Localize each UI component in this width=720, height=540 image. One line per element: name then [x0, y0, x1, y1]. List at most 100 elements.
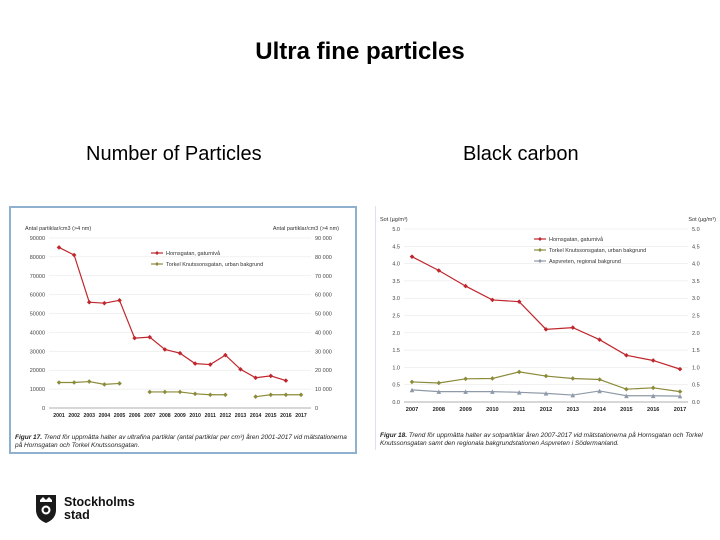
logo-line-2: stad	[64, 508, 90, 522]
black-carbon-y-tick-left: 5.0	[392, 227, 400, 233]
particles-series-0-point	[117, 298, 122, 303]
particles-series-0-point	[192, 361, 198, 366]
black-carbon-y-tick-left: 3.0	[392, 296, 400, 302]
particles-chart-panel: Antal partiklar/cm3 (>4 nm) Antal partikl…	[9, 206, 357, 454]
particles-x-tick: 2012	[220, 413, 232, 419]
black-carbon-series-1-point	[650, 385, 656, 391]
black-carbon-chart-panel: Sot (µg/m³) Sot (µg/m³) 0.0 0.0 0.5 0.5 1.0 1.0…	[375, 206, 720, 450]
particles-y-tick-right: 60 000	[315, 293, 332, 299]
particles-series-0-point	[253, 375, 258, 381]
particles-series-1-point	[192, 391, 198, 397]
black-carbon-series-1-point	[570, 376, 576, 381]
black-carbon-legend-marker-0	[538, 237, 542, 241]
black-carbon-x-tick: 2010	[486, 407, 498, 413]
black-carbon-series-2-point	[490, 389, 495, 394]
black-carbon-series-0-line	[411, 256, 681, 370]
particles-y-tick-right: 20 000	[315, 368, 332, 374]
particles-series-0-point	[223, 352, 228, 358]
particles-series-1-point	[102, 382, 107, 387]
black-carbon-series-2-point	[597, 388, 602, 394]
city-crest-icon	[36, 495, 56, 523]
particles-y-tick-left: 30000	[30, 349, 45, 355]
particles-series-1-point	[147, 389, 153, 395]
particles-series-1-point	[298, 392, 304, 398]
particles-series-0-point	[177, 350, 183, 356]
particles-series-1-point	[56, 380, 62, 385]
black-carbon-legend-label-0: Hornsgatan, gaturnivå	[549, 236, 604, 243]
black-carbon-legend-marker-2	[538, 259, 542, 263]
particles-caption-text: Trend för uppmätta halter av ultrafina p…	[15, 434, 347, 449]
particles-series-0-point	[207, 362, 213, 367]
particles-series-0-point	[71, 252, 77, 258]
black-carbon-series-0-point	[650, 358, 656, 363]
particles-legend-marker-0	[155, 251, 159, 255]
black-carbon-y-tick-right: 1.0	[692, 365, 700, 371]
particles-series-0-point	[268, 373, 274, 379]
black-carbon-legend-label-2: Aspvreten, regional bakgrund	[549, 259, 621, 265]
particles-series-1-point	[268, 392, 274, 398]
black-carbon-x-tick: 2011	[513, 407, 525, 413]
particles-series-1-point	[162, 389, 168, 395]
black-carbon-series-1-point	[409, 379, 415, 385]
particles-x-tick: 2008	[159, 413, 171, 419]
black-carbon-y-tick-left: 1.5	[392, 348, 400, 354]
black-carbon-series-2-point	[409, 387, 415, 393]
particles-x-tick: 2014	[250, 413, 262, 419]
black-carbon-caption-label: Figur 18.	[380, 432, 408, 439]
particles-series-0-point	[238, 366, 243, 372]
particles-series-1-point	[71, 380, 77, 385]
particles-y-tick-right: 50 000	[315, 312, 332, 318]
particles-y-tick-left: 60000	[30, 293, 45, 299]
black-carbon-x-tick: 2012	[540, 407, 552, 413]
particles-y-tick-right: 80 000	[315, 255, 332, 261]
black-carbon-y-tick-right: 2.0	[692, 331, 700, 337]
black-carbon-legend-label-1: Torkel Knutssonsgatan, urban bakgrund	[549, 248, 646, 254]
black-carbon-x-tick: 2009	[459, 407, 471, 413]
particles-y-tick-right: 10 000	[315, 387, 332, 393]
particles-series-1-line	[255, 394, 301, 398]
black-carbon-series-2-point	[516, 390, 522, 395]
black-carbon-y-tick-right: 3.5	[692, 279, 700, 285]
particles-x-tick: 2009	[174, 413, 186, 419]
particles-series-0-point	[102, 300, 107, 306]
logo-line-1: Stockholms	[64, 495, 135, 509]
particles-series-0-line	[58, 246, 287, 382]
black-carbon-y-tick-left: 4.0	[392, 262, 400, 268]
particles-series-0-point	[162, 347, 168, 352]
particles-series-0-point	[147, 334, 153, 340]
black-carbon-y-tick-right: 2.5	[692, 314, 700, 320]
particles-y-tick-right: 90 000	[315, 236, 332, 242]
black-carbon-series-0-point	[516, 299, 522, 304]
particles-y-tick-left: 40000	[30, 330, 45, 336]
black-carbon-x-tick: 2014	[593, 407, 606, 413]
particles-y-tick-left: 0	[42, 406, 45, 412]
black-carbon-y-tick-right: 4.0	[692, 262, 700, 268]
black-carbon-series-1-point	[490, 376, 495, 381]
black-carbon-series-2-point	[677, 393, 683, 399]
particles-x-tick: 2010	[189, 413, 201, 419]
particles-y-tick-right: 70 000	[315, 274, 332, 280]
black-carbon-series-2-point	[543, 391, 549, 396]
black-carbon-y-tick-right: 3.0	[692, 296, 700, 302]
black-carbon-x-tick: 2008	[433, 407, 445, 413]
particles-y-tick-right: 30 000	[315, 349, 332, 355]
right-heading: Black carbon	[463, 143, 579, 165]
particles-y-tick-left: 50000	[30, 312, 45, 318]
particles-y-left-label: Antal partiklar/cm3 (>4 nm)	[25, 226, 91, 232]
black-carbon-series-2-point	[570, 392, 576, 398]
particles-y-tick-left: 70000	[30, 274, 45, 280]
black-carbon-x-tick: 2016	[647, 407, 659, 413]
black-carbon-x-tick: 2017	[674, 407, 686, 413]
black-carbon-y-tick-right: 0.0	[692, 400, 700, 406]
particles-x-tick: 2016	[280, 413, 292, 419]
black-carbon-y-tick-right: 4.5	[692, 244, 700, 250]
black-carbon-y-tick-left: 2.0	[392, 331, 400, 337]
logo-text: Stockholms stad	[64, 496, 135, 522]
particles-x-tick: 2001	[53, 413, 65, 419]
particles-legend-label-1: Torkel Knutssonsgatan, urban bakgrund	[166, 262, 263, 268]
particles-x-tick: 2005	[114, 413, 126, 419]
particles-y-tick-right: 40 000	[315, 330, 332, 336]
black-carbon-y-tick-left: 4.5	[392, 244, 400, 250]
particles-series-1-point	[86, 379, 92, 384]
black-carbon-x-tick: 2013	[567, 407, 579, 413]
